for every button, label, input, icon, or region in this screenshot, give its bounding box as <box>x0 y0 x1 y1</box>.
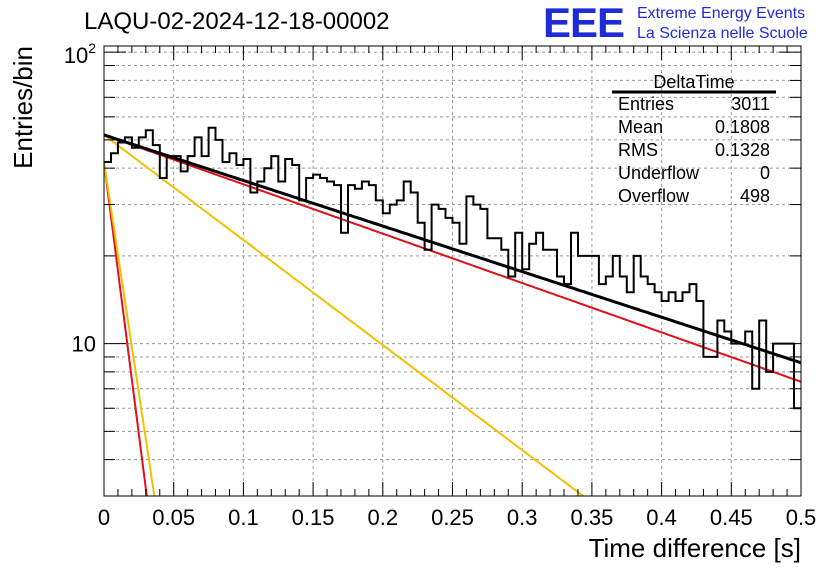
stats-label: Mean <box>618 117 663 137</box>
stats-value: 3011 <box>731 94 770 114</box>
histogram-step-line <box>104 126 801 410</box>
component-curve <box>104 133 801 383</box>
logo-line-2: La Scienza nelle Scuole <box>637 25 808 42</box>
x-tick-label: 0.5 <box>786 505 817 530</box>
tick-labels: 0 0.05 0.1 0.15 0.2 0.25 0.3 0.35 0.4 0.45 0.5 10 10… <box>64 40 817 530</box>
x-tick-label: 0.05 <box>152 505 195 530</box>
stats-label: RMS <box>618 140 658 160</box>
x-tick-label: 0.45 <box>710 505 753 530</box>
x-tick-label: 0.35 <box>570 505 613 530</box>
x-tick-label: 0.4 <box>646 505 677 530</box>
x-tick-label: 0.2 <box>368 505 399 530</box>
x-tick-label: 0.1 <box>228 505 259 530</box>
fit-curve <box>104 133 801 365</box>
logo-line-1: Extreme Energy Events <box>637 5 806 22</box>
fit-curves <box>104 133 801 496</box>
stats-value: 0.1328 <box>715 140 770 160</box>
logo-mark: EEE <box>543 0 625 46</box>
stats-label: Underflow <box>618 163 700 183</box>
eee-logo: EEE Extreme Energy Events La Scienza nel… <box>543 1 836 45</box>
stats-title: DeltaTime <box>653 72 734 92</box>
chart-title: LAQU-02-2024-12-18-00002 <box>84 8 390 35</box>
histogram-bars <box>104 126 801 410</box>
x-tick-label: 0 <box>98 505 110 530</box>
y-axis-title: Entries/bin <box>8 46 38 169</box>
x-axis-title: Time difference [s] <box>589 533 801 563</box>
y-tick-label: 10 <box>72 332 96 357</box>
stats-label: Entries <box>618 94 674 114</box>
axis-ticks <box>103 46 802 497</box>
component-curve <box>104 161 156 496</box>
component-curve <box>104 161 148 496</box>
y-top-tick-label: 102 <box>64 40 96 68</box>
x-tick-label: 0.15 <box>292 505 335 530</box>
grid-lines <box>103 46 802 497</box>
x-tick-label: 0.3 <box>507 505 538 530</box>
stats-value: 0.1808 <box>715 117 770 137</box>
stats-label: Overflow <box>618 186 690 206</box>
stats-value: 498 <box>740 186 770 206</box>
stats-value: 0 <box>760 163 770 183</box>
component-curve <box>104 134 585 496</box>
x-tick-label: 0.25 <box>431 505 474 530</box>
